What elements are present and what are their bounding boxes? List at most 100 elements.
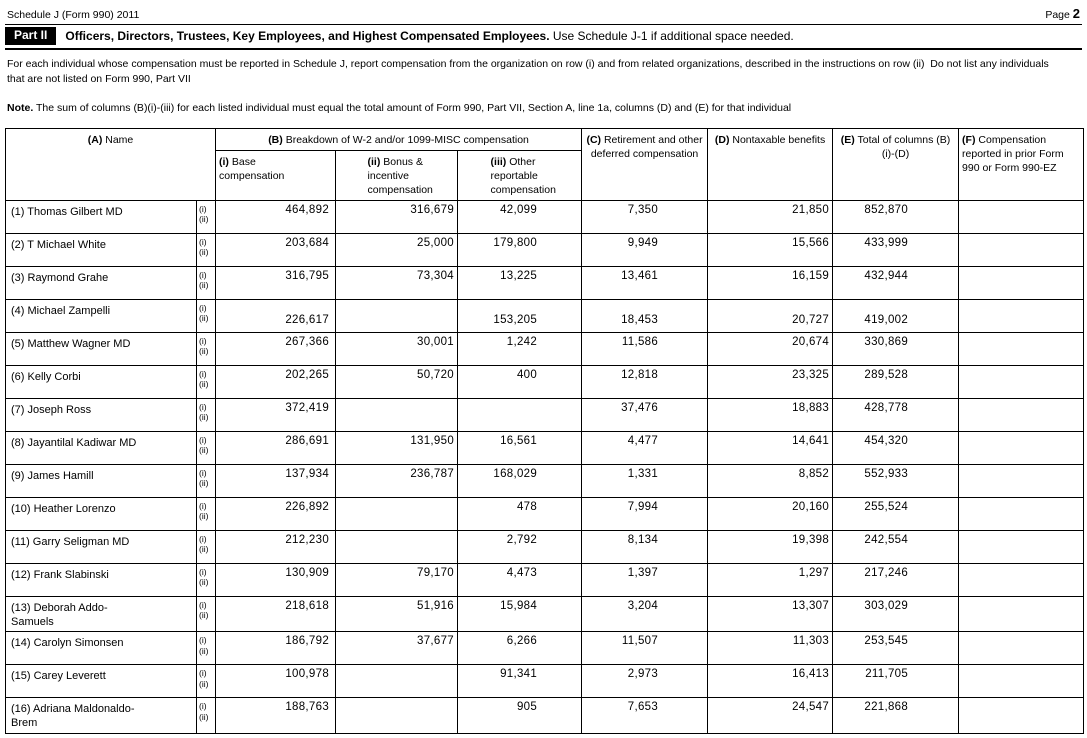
other-compensation-value: 91,341 — [457, 664, 583, 699]
col-bii-tag: (ii) — [367, 156, 381, 169]
bonus-compensation-value — [335, 529, 459, 564]
total-value: 433,999 — [832, 232, 960, 267]
row-sub-labels: (i) (ii) — [195, 232, 217, 267]
row-sub-labels: (i) (ii) — [195, 364, 217, 399]
row-sub-labels: (i) (ii) — [195, 631, 217, 666]
retirement-value: 12,818 — [581, 364, 709, 399]
row-label-ii: (ii) — [199, 544, 209, 555]
person-name: (9) James Hamill — [5, 463, 197, 498]
retirement-value: 2,973 — [581, 664, 709, 699]
other-compensation-value: 15,984 — [457, 595, 583, 633]
other-compensation-value: 179,800 — [457, 232, 583, 267]
retirement-value: 18,453 — [581, 298, 709, 333]
col-header-retirement: (C) Retirement and other deferred compen… — [581, 128, 709, 201]
table-row: (11) Garry Seligman MD (i) (ii) 212,230 … — [5, 529, 1085, 564]
col-d-tag: (D) — [714, 134, 730, 147]
nontaxable-benefits-value: 21,850 — [707, 199, 834, 234]
table-row: (9) James Hamill (i) (ii) 137,934 236,78… — [5, 463, 1085, 498]
nontaxable-benefits-value: 16,159 — [707, 265, 834, 300]
person-name: (7) Joseph Ross — [5, 397, 197, 432]
bonus-compensation-value: 73,304 — [335, 265, 459, 300]
base-compensation-value: 100,978 — [215, 664, 337, 699]
prior-form-value — [958, 496, 1085, 531]
person-name: (11) Garry Seligman MD — [5, 529, 197, 564]
col-biii-label: Other reportable compensation — [490, 156, 556, 197]
table-row: (12) Frank Slabinski (i) (ii) 130,909 79… — [5, 562, 1085, 597]
bonus-compensation-value: 316,679 — [335, 199, 459, 234]
prior-form-value — [958, 595, 1085, 633]
total-value: 211,705 — [832, 664, 960, 699]
row-label-i: (i) — [199, 302, 207, 313]
base-compensation-value: 372,419 — [215, 397, 337, 432]
nontaxable-benefits-value: 8,852 — [707, 463, 834, 498]
row-label-ii: (ii) — [199, 280, 209, 291]
nontaxable-benefits-value: 1,297 — [707, 562, 834, 597]
retirement-value: 7,350 — [581, 199, 709, 234]
bonus-compensation-value: 236,787 — [335, 463, 459, 498]
row-label-i: (i) — [199, 203, 207, 214]
part-title-bold: Officers, Directors, Trustees, Key Emplo… — [65, 29, 550, 43]
person-name: (13) Deborah Addo-Samuels — [5, 595, 197, 633]
table-row: (6) Kelly Corbi (i) (ii) 202,265 50,720 … — [5, 364, 1085, 399]
row-sub-labels: (i) (ii) — [195, 265, 217, 300]
row-sub-labels: (i) (ii) — [195, 664, 217, 699]
row-label-ii: (ii) — [199, 313, 209, 324]
row-sub-labels: (i) (ii) — [195, 463, 217, 498]
instruction-paragraph: For each individual whose compensation m… — [7, 58, 1052, 86]
total-value: 552,933 — [832, 463, 960, 498]
retirement-value: 37,476 — [581, 397, 709, 432]
retirement-value: 13,461 — [581, 265, 709, 300]
row-label-i: (i) — [199, 269, 207, 280]
col-bi-tag: (i) — [219, 156, 229, 169]
row-sub-labels: (i) (ii) — [195, 430, 217, 465]
base-compensation-value: 286,691 — [215, 430, 337, 465]
col-biii-tag: (iii) — [490, 156, 507, 169]
retirement-value: 3,204 — [581, 595, 709, 633]
row-label-i: (i) — [199, 599, 207, 610]
bonus-compensation-value: 131,950 — [335, 430, 459, 465]
table-row: (16) Adriana Maldonaldo-Brem (i) (ii) 18… — [5, 697, 1085, 734]
prior-form-value — [958, 298, 1085, 333]
page-top-header: Schedule J (Form 990) 2011 Page 2 — [5, 4, 1082, 24]
nontaxable-benefits-value: 15,566 — [707, 232, 834, 267]
row-label-ii: (ii) — [199, 511, 209, 522]
base-compensation-value: 130,909 — [215, 562, 337, 597]
bonus-compensation-value — [335, 697, 459, 734]
row-label-ii: (ii) — [199, 247, 209, 258]
col-bii-label: Bonus & incentive compensation — [367, 156, 433, 197]
bonus-compensation-value: 50,720 — [335, 364, 459, 399]
col-header-w2-breakdown: (B) Breakdown of W-2 and/or 1099-MISC co… — [215, 128, 583, 152]
person-name: (1) Thomas Gilbert MD — [5, 199, 197, 234]
total-value: 303,029 — [832, 595, 960, 633]
prior-form-value — [958, 331, 1085, 366]
prior-form-value — [958, 631, 1085, 666]
col-b-label: Breakdown of W-2 and/or 1099-MISC compen… — [285, 134, 529, 147]
bonus-compensation-value: 25,000 — [335, 232, 459, 267]
row-sub-labels: (i) (ii) — [195, 397, 217, 432]
page-number-label: Page 2 — [1045, 6, 1080, 21]
col-header-total: (E) Total of columns (B)(i)-(D) — [832, 128, 960, 201]
prior-form-value — [958, 562, 1085, 597]
row-label-i: (i) — [199, 500, 207, 511]
base-compensation-value: 464,892 — [215, 199, 337, 234]
bonus-compensation-value: 51,916 — [335, 595, 459, 633]
row-sub-labels: (i) (ii) — [195, 697, 217, 734]
total-value: 428,778 — [832, 397, 960, 432]
row-label-i: (i) — [199, 635, 207, 646]
base-compensation-value: 186,792 — [215, 631, 337, 666]
page-word: Page — [1045, 9, 1070, 21]
bonus-compensation-value: 30,001 — [335, 331, 459, 366]
row-sub-labels: (i) (ii) — [195, 595, 217, 633]
other-compensation-value: 6,266 — [457, 631, 583, 666]
row-label-ii: (ii) — [199, 478, 209, 489]
person-name: (2) T Michael White — [5, 232, 197, 267]
table-row: (5) Matthew Wagner MD (i) (ii) 267,366 3… — [5, 331, 1085, 366]
base-compensation-value: 137,934 — [215, 463, 337, 498]
other-compensation-value: 168,029 — [457, 463, 583, 498]
nontaxable-benefits-value: 20,727 — [707, 298, 834, 333]
bonus-compensation-value — [335, 664, 459, 699]
total-value: 253,545 — [832, 631, 960, 666]
person-name: (12) Frank Slabinski — [5, 562, 197, 597]
person-name: (8) Jayantilal Kadiwar MD — [5, 430, 197, 465]
retirement-value: 9,949 — [581, 232, 709, 267]
